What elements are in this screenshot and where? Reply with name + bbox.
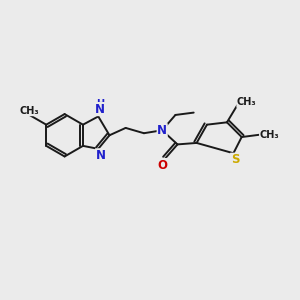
Text: S: S (231, 153, 239, 166)
Text: O: O (158, 158, 168, 172)
Text: CH₃: CH₃ (260, 130, 279, 140)
Text: CH₃: CH₃ (20, 106, 40, 116)
Text: CH₃: CH₃ (237, 97, 256, 107)
Text: N: N (95, 103, 105, 116)
Text: N: N (157, 124, 167, 137)
Text: N: N (96, 149, 106, 162)
Text: H: H (96, 99, 104, 109)
